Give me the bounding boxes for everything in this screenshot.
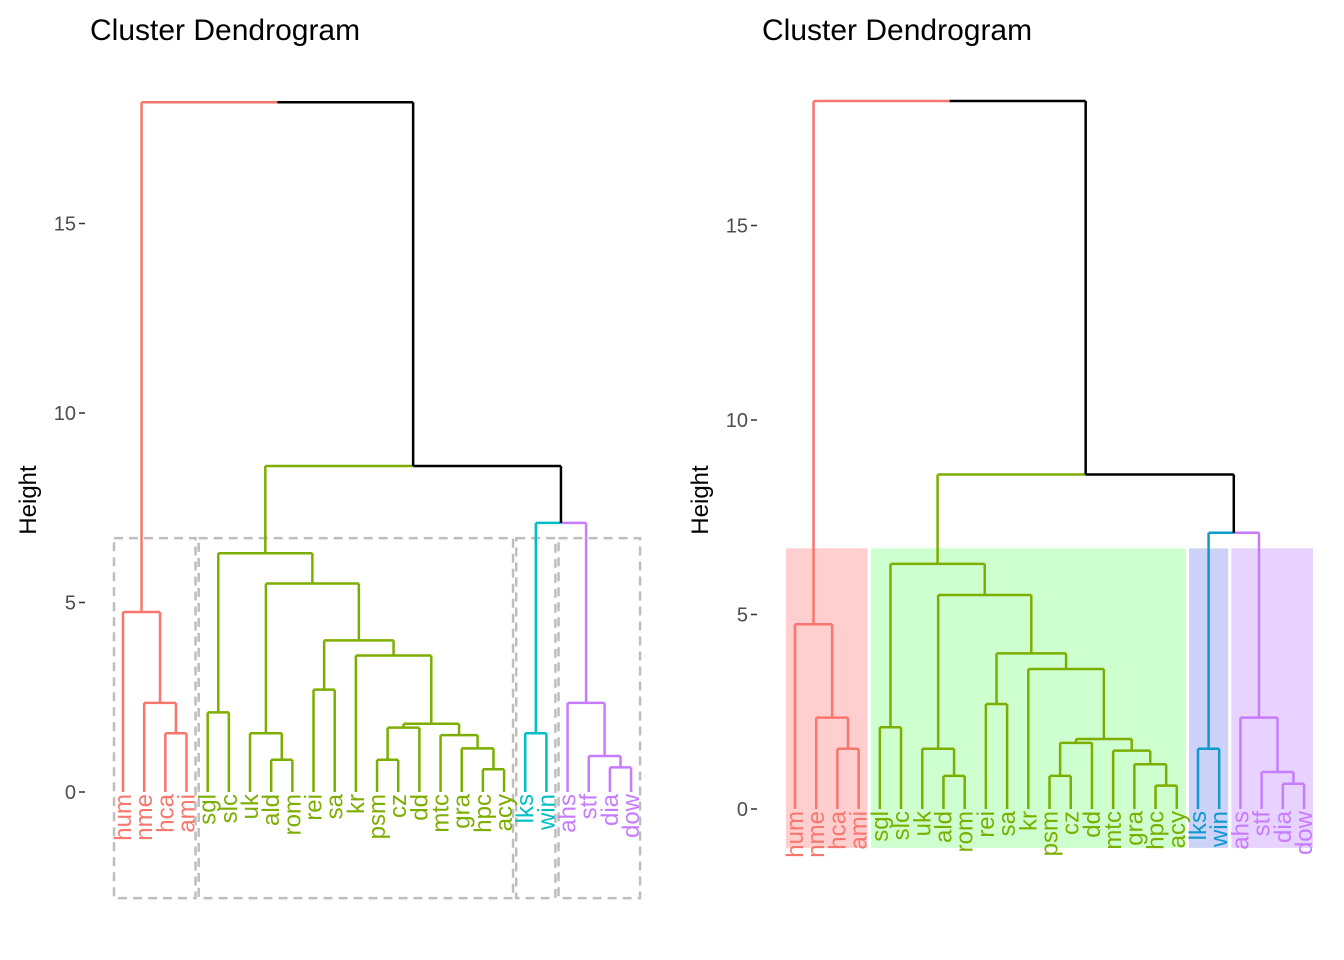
leaf-label: uk bbox=[909, 810, 936, 836]
y-tick-label: 10 bbox=[54, 403, 76, 425]
leaf-label: ahs bbox=[555, 794, 582, 833]
leaf-label: hum bbox=[110, 794, 137, 841]
leaf-label: acy bbox=[1164, 811, 1191, 848]
leaf-label: cz bbox=[1058, 811, 1085, 835]
leaf-label: ami bbox=[846, 811, 873, 850]
leaf-label: ami bbox=[174, 794, 201, 833]
right-dendrogram-branches bbox=[793, 99, 1306, 809]
leaf-label: hca bbox=[152, 793, 179, 832]
leaf-label: hum bbox=[782, 811, 809, 858]
y-tick-label: 15 bbox=[54, 214, 76, 236]
leaf-label: stf bbox=[1249, 811, 1276, 837]
leaf-label: stf bbox=[576, 794, 603, 820]
leaf-label: uk bbox=[237, 793, 264, 819]
left-chart-title: Cluster Dendrogram bbox=[90, 14, 360, 47]
y-tick-label: 5 bbox=[737, 605, 748, 627]
leaf-label: sa bbox=[322, 793, 349, 819]
y-tick-label: 5 bbox=[65, 593, 76, 615]
leaf-label: slc bbox=[216, 794, 243, 823]
y-tick-label: 15 bbox=[726, 216, 748, 238]
left-leaf-labels: humnmehcaamisglslcukaldromreisakrpsmczdd… bbox=[110, 793, 645, 841]
leaf-label: lks bbox=[512, 794, 539, 823]
cluster-rectangle bbox=[112, 536, 197, 900]
leaf-label: win bbox=[533, 794, 560, 831]
right-leaf-labels: humnmehcaamisglslcukaldromreisakrpsmczdd… bbox=[782, 810, 1318, 858]
leaf-label: dow bbox=[1291, 810, 1318, 855]
leaf-label: dia bbox=[1270, 810, 1297, 843]
cluster-rectangle bbox=[557, 536, 642, 900]
leaf-label: sgl bbox=[195, 794, 222, 825]
leaf-label: win bbox=[1206, 811, 1233, 848]
cluster-rectangle bbox=[786, 548, 868, 848]
leaf-label: psm bbox=[1037, 811, 1064, 856]
y-tick-label: 10 bbox=[726, 410, 748, 432]
leaf-label: rei bbox=[973, 811, 1000, 838]
leaf-label: sa bbox=[994, 810, 1021, 836]
leaf-label: ald bbox=[258, 794, 285, 826]
leaf-label: gra bbox=[1121, 810, 1148, 845]
leaf-label: psm bbox=[364, 794, 391, 839]
leaf-label: hpc bbox=[1143, 811, 1170, 850]
leaf-label: cz bbox=[385, 794, 412, 818]
leaf-label: slc bbox=[888, 811, 915, 840]
left-y-axis-ticks: 0 5 10 15 bbox=[54, 214, 85, 804]
leaf-label: acy bbox=[491, 794, 518, 831]
leaf-label: ahs bbox=[1227, 811, 1254, 850]
leaf-label: mtc bbox=[1100, 811, 1127, 850]
cluster-rectangle bbox=[197, 536, 515, 900]
leaf-label: lks bbox=[1185, 811, 1212, 840]
leaf-label: nme bbox=[803, 811, 830, 858]
leaf-label: ald bbox=[930, 811, 957, 843]
leaf-label: gra bbox=[449, 793, 476, 828]
leaf-label: dd bbox=[406, 794, 433, 821]
right-y-axis-ticks: 0 5 10 15 bbox=[726, 216, 757, 821]
leaf-label: sgl bbox=[867, 811, 894, 842]
right-y-axis-label: Height bbox=[687, 465, 714, 535]
leaf-label: rom bbox=[952, 811, 979, 852]
leaf-label: dia bbox=[597, 793, 624, 826]
leaf-label: kr bbox=[343, 794, 370, 814]
leaf-label: hca bbox=[824, 810, 851, 849]
cluster-rectangle bbox=[1231, 548, 1314, 848]
left-y-axis-label: Height bbox=[15, 465, 42, 535]
leaf-label: hpc bbox=[470, 794, 497, 833]
y-tick-label: 0 bbox=[65, 782, 76, 804]
leaf-label: nme bbox=[131, 794, 158, 841]
leaf-label: dow bbox=[618, 793, 645, 838]
y-tick-label: 0 bbox=[737, 799, 748, 821]
leaf-label: rom bbox=[279, 794, 306, 835]
leaf-label: mtc bbox=[428, 794, 455, 833]
leaf-label: rei bbox=[301, 794, 328, 821]
leaf-label: kr bbox=[1015, 811, 1042, 831]
leaf-label: dd bbox=[1079, 811, 1106, 838]
right-chart-title: Cluster Dendrogram bbox=[762, 14, 1032, 47]
left-dendrogram-branches bbox=[121, 100, 633, 792]
